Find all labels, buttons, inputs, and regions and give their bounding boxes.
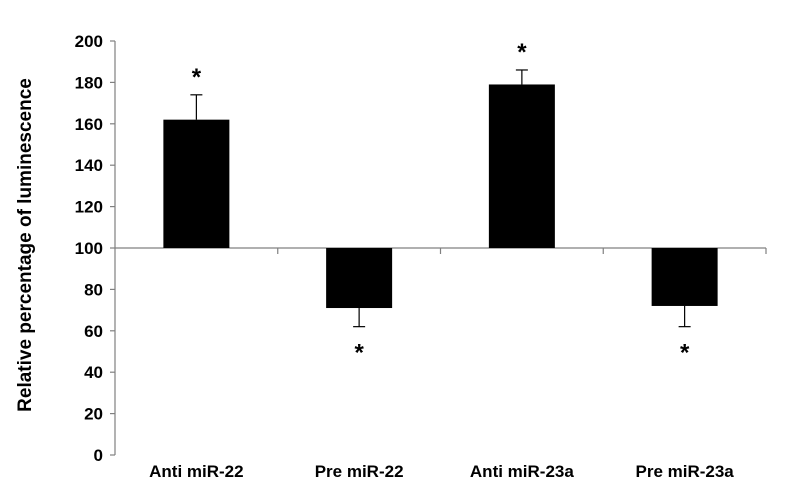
x-category-label: Pre miR-23a	[635, 462, 734, 481]
x-category-label: Pre miR-22	[315, 462, 404, 481]
x-category-label: Anti miR-23a	[470, 462, 574, 481]
y-tick-label: 0	[94, 446, 103, 465]
y-tick-label: 160	[75, 115, 103, 134]
significance-marker: *	[192, 64, 202, 91]
bar	[326, 248, 393, 309]
y-axis-label: Relative percentage of luminescence	[15, 78, 36, 412]
significance-marker: *	[517, 39, 527, 66]
x-category-label: Anti miR-22	[149, 462, 243, 481]
bar	[488, 84, 555, 248]
bar	[163, 119, 230, 248]
y-tick-label: 140	[75, 156, 103, 175]
y-tick-label: 120	[75, 198, 103, 217]
y-tick-label: 200	[75, 32, 103, 51]
significance-marker: *	[354, 340, 364, 367]
y-tick-label: 20	[84, 405, 103, 424]
y-tick-label: 60	[84, 322, 103, 341]
y-tick-label: 40	[84, 363, 103, 382]
y-tick-label: 80	[84, 280, 103, 299]
significance-marker: *	[680, 340, 690, 367]
y-tick-label: 100	[75, 239, 103, 258]
bar	[651, 248, 718, 306]
y-tick-label: 180	[75, 73, 103, 92]
